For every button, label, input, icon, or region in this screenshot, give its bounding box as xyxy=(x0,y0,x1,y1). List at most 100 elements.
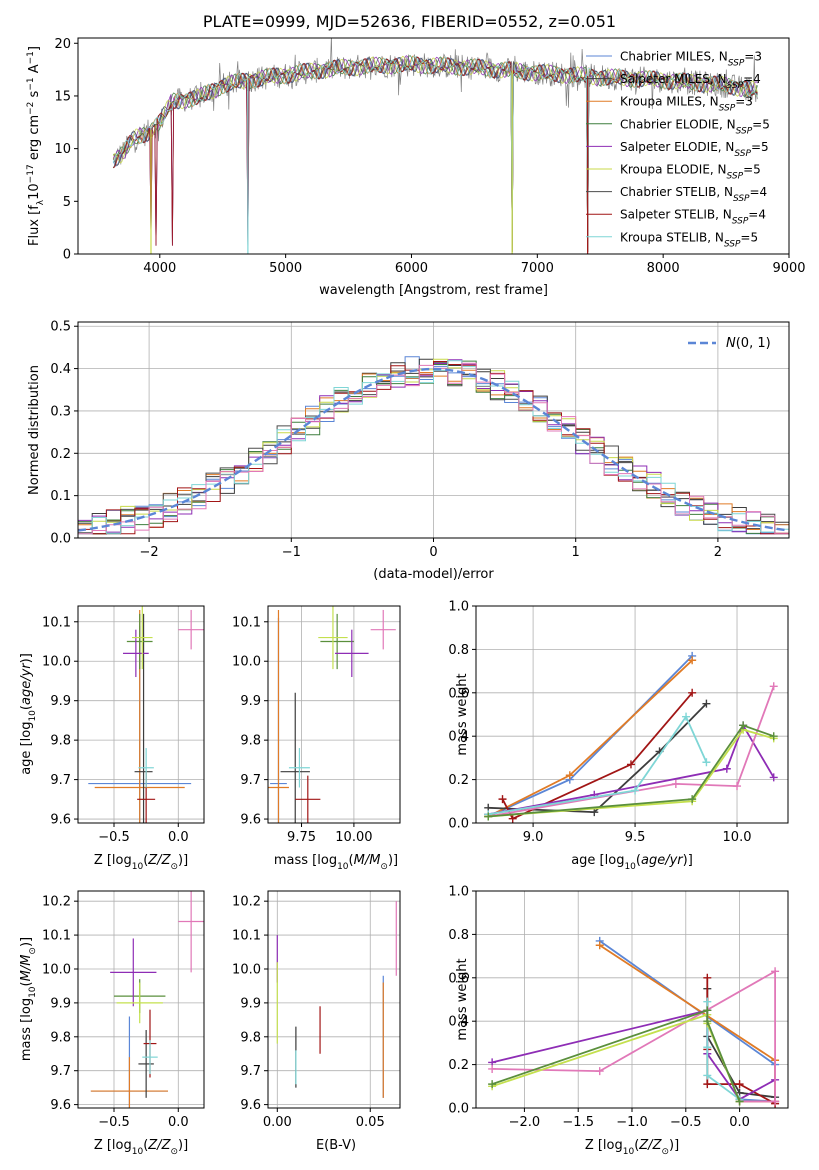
y-tick-label: 9.6 xyxy=(50,1098,71,1113)
error-bar-point xyxy=(134,613,153,823)
x-tick-label: 0 xyxy=(429,545,437,560)
y-tick-label: 10.2 xyxy=(232,895,261,910)
error-bar-point xyxy=(295,775,321,823)
y-tick-label: 0.4 xyxy=(448,1015,469,1030)
weight-line xyxy=(487,659,693,818)
x-tick-label: 10.0 xyxy=(723,830,752,845)
y-tick-label: 9.7 xyxy=(50,1064,71,1079)
x-axis-label: mass [log10(M/M⊙)] xyxy=(274,853,398,872)
weight-line xyxy=(599,944,776,1103)
x-tick-label: 7000 xyxy=(521,261,554,276)
error-bar-point xyxy=(138,748,154,788)
weight-line xyxy=(501,692,693,820)
weight-point-marker xyxy=(769,732,778,741)
legend-label: Kroupa ELODIE, NSSP=5 xyxy=(620,163,761,182)
weight-point-marker xyxy=(702,758,711,767)
error-bar-point xyxy=(138,1030,154,1098)
plot-massweight-vs-Z: −2.0 −1.5 −1.0 −0.5 0.0 0.0 0.2 0.4 0.6 0.8 1.0 mas… xyxy=(448,885,789,1157)
x-tick-label: −2.0 xyxy=(509,1115,541,1130)
legend-label: N(0, 1) xyxy=(726,336,771,351)
y-axis-label: age [log10(age/yr)] xyxy=(19,653,38,775)
model-spectrum-line xyxy=(112,55,758,252)
x-tick-label: 2 xyxy=(714,545,722,560)
y-tick-label: 0.4 xyxy=(50,362,71,377)
weight-point-marker xyxy=(703,1043,712,1052)
weight-point-marker xyxy=(703,1080,712,1089)
x-tick-label: 0.00 xyxy=(263,1115,292,1130)
weight-point-marker xyxy=(735,1080,744,1089)
weight-point-marker xyxy=(702,699,711,708)
error-bar-point xyxy=(126,613,153,670)
x-axis-label: wavelength [Angstrom, rest frame] xyxy=(319,283,548,298)
plot-area-residuals xyxy=(78,356,789,535)
x-tick-label: −0.5 xyxy=(98,1115,130,1130)
model-spectrum-line xyxy=(112,55,758,252)
x-tick-label: 8000 xyxy=(647,261,680,276)
weight-series xyxy=(488,1010,744,1106)
y-tick-label: 0.0 xyxy=(448,1102,469,1117)
residual-histogram xyxy=(78,362,789,535)
y-tick-label: 0.0 xyxy=(50,532,71,547)
y-tick-label: 0.2 xyxy=(448,1058,469,1073)
weight-point-marker xyxy=(769,773,778,782)
weight-point-marker xyxy=(771,1097,780,1106)
weight-series xyxy=(484,699,711,817)
x-axis-label: Z [log10(Z/Z⊙)] xyxy=(94,1138,188,1157)
error-bar-point xyxy=(110,938,157,1007)
weight-series xyxy=(484,721,778,821)
weight-point-marker xyxy=(739,721,748,730)
axes-frame xyxy=(77,890,205,1109)
weight-line xyxy=(488,724,774,818)
y-tick-label: 0.2 xyxy=(50,447,71,462)
y-tick-label: 0.1 xyxy=(50,489,71,504)
model-spectrum-line xyxy=(113,56,758,252)
x-tick-label: −0.5 xyxy=(98,830,130,845)
y-tick-label: 1.0 xyxy=(448,600,469,615)
y-tick-label: 0.5 xyxy=(50,320,71,335)
y-axis-label: mass weight xyxy=(455,958,470,1040)
weight-point-marker xyxy=(769,682,778,691)
x-tick-label: −2 xyxy=(140,545,159,560)
weight-point-marker xyxy=(703,997,712,1006)
plot-area-age-vs-Z xyxy=(88,606,204,823)
y-tick-label: 10 xyxy=(54,142,71,157)
weight-point-marker xyxy=(498,795,507,804)
legend-label: Chabrier ELODIE, NSSP=5 xyxy=(620,117,770,136)
error-bar-point xyxy=(268,609,289,823)
weight-point-marker xyxy=(688,688,697,697)
weight-point-marker xyxy=(733,782,742,791)
y-tick-label: 10.0 xyxy=(42,655,71,670)
weight-line xyxy=(488,728,774,818)
y-tick-label: 9.6 xyxy=(240,1098,261,1113)
weight-point-marker xyxy=(484,812,493,821)
model-spectrum-line xyxy=(112,55,758,252)
weight-line xyxy=(488,723,775,816)
y-tick-label: 10.1 xyxy=(232,615,261,630)
plot-spectrum: 4000 5000 6000 7000 8000 9000 0 5 10 15 20 Chabrier… xyxy=(26,37,806,298)
residual-histogram xyxy=(78,360,789,535)
x-tick-label: 0.05 xyxy=(356,1115,385,1130)
weight-point-marker xyxy=(703,1017,712,1026)
figure-title: PLATE=0999, MJD=52636, FIBERID=0552, z=0… xyxy=(202,12,617,31)
y-tick-label: 10.0 xyxy=(232,962,261,977)
weight-line xyxy=(488,702,708,814)
weight-point-marker xyxy=(595,941,604,950)
weight-point-marker xyxy=(565,771,574,780)
y-tick-label: 0.6 xyxy=(448,971,469,986)
error-bar-point xyxy=(318,606,348,670)
legend-label: Chabrier STELIB, NSSP=4 xyxy=(620,185,767,204)
error-bar-point xyxy=(178,891,204,973)
weight-point-marker xyxy=(735,1097,744,1106)
error-bar-point xyxy=(132,606,153,670)
x-tick-label: 4000 xyxy=(143,261,176,276)
x-tick-label: 9.75 xyxy=(287,830,316,845)
x-tick-label: 6000 xyxy=(395,261,428,276)
plot-mass-vs-EBV: 0.00 0.05 9.6 9.7 9.8 9.9 10.0 10.1 10.2 E(B-V) xyxy=(232,890,401,1153)
y-tick-label: 0.3 xyxy=(50,404,71,419)
weight-point-marker xyxy=(688,795,697,804)
weight-point-marker xyxy=(703,1006,712,1015)
y-tick-label: 0.0 xyxy=(448,817,469,832)
y-axis-label: mass [log10(M/M⊙)] xyxy=(19,937,38,1061)
weight-line xyxy=(488,685,775,818)
